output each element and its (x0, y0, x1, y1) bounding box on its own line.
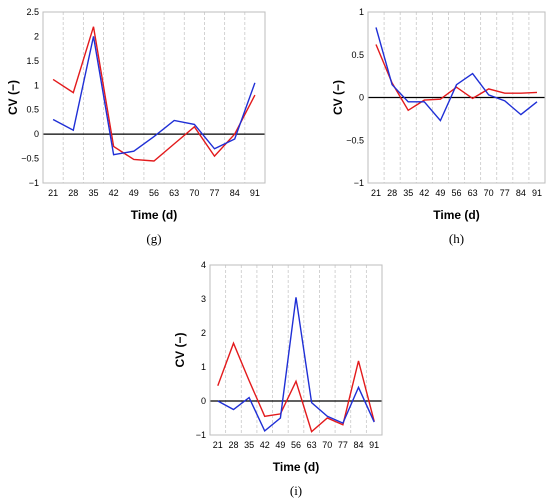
y-tick-label: 1 (201, 362, 206, 372)
y-tick-label: −1 (29, 178, 39, 188)
chart-g-y-ticks: −1 −0.5 0 0.5 1 1.5 2 2.5 (21, 7, 39, 188)
series-line-1 (52, 36, 256, 156)
chart-h-x-axis-title: Time (d) (433, 208, 479, 222)
x-tick-label: 63 (169, 188, 179, 198)
chart-i-gridlines (225, 265, 367, 435)
y-tick-label: −0.5 (21, 154, 39, 164)
chart-h-series (375, 27, 538, 122)
series-line-0 (217, 341, 375, 433)
y-tick-label: 4 (201, 260, 206, 270)
y-tick-label: 0 (201, 396, 206, 406)
x-tick-label: 84 (354, 440, 364, 450)
y-tick-label: −1 (354, 178, 364, 188)
x-tick-label: 21 (48, 188, 58, 198)
x-tick-label: 70 (484, 188, 494, 198)
chart-i-y-ticks: −1 0 1 2 3 4 (196, 260, 206, 440)
x-tick-label: 28 (228, 440, 238, 450)
chart-g-x-ticks: 21 28 35 42 49 56 63 70 77 84 91 (48, 188, 260, 198)
x-tick-label: 28 (387, 188, 397, 198)
x-tick-label: 84 (230, 188, 240, 198)
chart-h-y-ticks: −1 −0.5 0 0.5 1 (346, 7, 364, 188)
y-tick-label: 2 (201, 328, 206, 338)
y-tick-label: 1.5 (26, 56, 39, 66)
x-tick-label: 70 (322, 440, 332, 450)
series-line-0 (375, 44, 538, 112)
x-tick-label: 77 (500, 188, 510, 198)
chart-i-series (217, 297, 375, 433)
x-tick-label: 63 (307, 440, 317, 450)
chart-h-x-ticks: 21 28 35 42 49 56 63 70 77 84 91 (371, 188, 542, 198)
x-tick-label: 70 (189, 188, 199, 198)
x-tick-label: 21 (371, 188, 381, 198)
x-tick-label: 91 (250, 188, 260, 198)
y-tick-label: 1 (359, 7, 364, 17)
x-tick-label: 77 (338, 440, 348, 450)
chart-g-y-axis-title: CV (−) (6, 80, 20, 115)
x-tick-label: 84 (516, 188, 526, 198)
chart-h-plot-frame (367, 11, 546, 184)
series-line-0 (52, 26, 256, 162)
y-tick-label: 0.5 (351, 50, 364, 60)
x-tick-label: 42 (419, 188, 429, 198)
y-tick-label: 2 (34, 31, 39, 41)
x-tick-label: 49 (435, 188, 445, 198)
chart-i-plot-frame (209, 264, 383, 436)
x-tick-label: 56 (149, 188, 159, 198)
chart-h-y-axis-title: CV (−) (331, 80, 345, 115)
x-tick-label: 21 (213, 440, 223, 450)
chart-g-panel-label: (g) (146, 231, 161, 246)
chart-h-panel-label: (h) (449, 231, 464, 246)
y-tick-label: 3 (201, 294, 206, 304)
chart-i-panel-label: (i) (290, 483, 302, 498)
x-tick-label: 42 (260, 440, 270, 450)
x-tick-label: 91 (532, 188, 542, 198)
y-tick-label: 2.5 (26, 7, 39, 17)
chart-g-plot-frame (42, 11, 266, 184)
y-tick-label: −1 (196, 430, 206, 440)
x-tick-label: 35 (244, 440, 254, 450)
chart-i-x-ticks: 21 28 35 42 49 56 63 70 77 84 91 (213, 440, 379, 450)
chart-i-x-axis-title: Time (d) (273, 460, 319, 474)
chart-g-x-axis-title: Time (d) (131, 208, 177, 222)
series-line-1 (217, 297, 375, 433)
series-line-1 (375, 27, 538, 122)
chart-h: 21 28 35 42 49 56 63 70 77 84 91 −1 −0.5 0 0.5 1 Time … (331, 7, 546, 246)
chart-i-y-axis-title: CV (−) (173, 332, 187, 367)
chart-g-gridlines (62, 12, 246, 183)
x-tick-label: 28 (68, 188, 78, 198)
y-tick-label: 1 (34, 80, 39, 90)
chart-g-series (52, 26, 256, 162)
x-tick-label: 63 (468, 188, 478, 198)
chart-g: 21 28 35 42 49 56 63 70 77 84 91 −1 −0.5 0 0.5 1 1.5 2 2.… (6, 7, 266, 246)
x-tick-label: 42 (109, 188, 119, 198)
x-tick-label: 77 (210, 188, 220, 198)
y-tick-label: 0 (34, 129, 39, 139)
y-tick-label: 0 (359, 93, 364, 103)
x-tick-label: 35 (403, 188, 413, 198)
y-tick-label: 0.5 (26, 105, 39, 115)
x-tick-label: 56 (291, 440, 301, 450)
x-tick-label: 56 (451, 188, 461, 198)
y-tick-label: −0.5 (346, 135, 364, 145)
x-tick-label: 49 (275, 440, 285, 450)
x-tick-label: 49 (129, 188, 139, 198)
x-tick-label: 35 (88, 188, 98, 198)
x-tick-label: 91 (369, 440, 379, 450)
